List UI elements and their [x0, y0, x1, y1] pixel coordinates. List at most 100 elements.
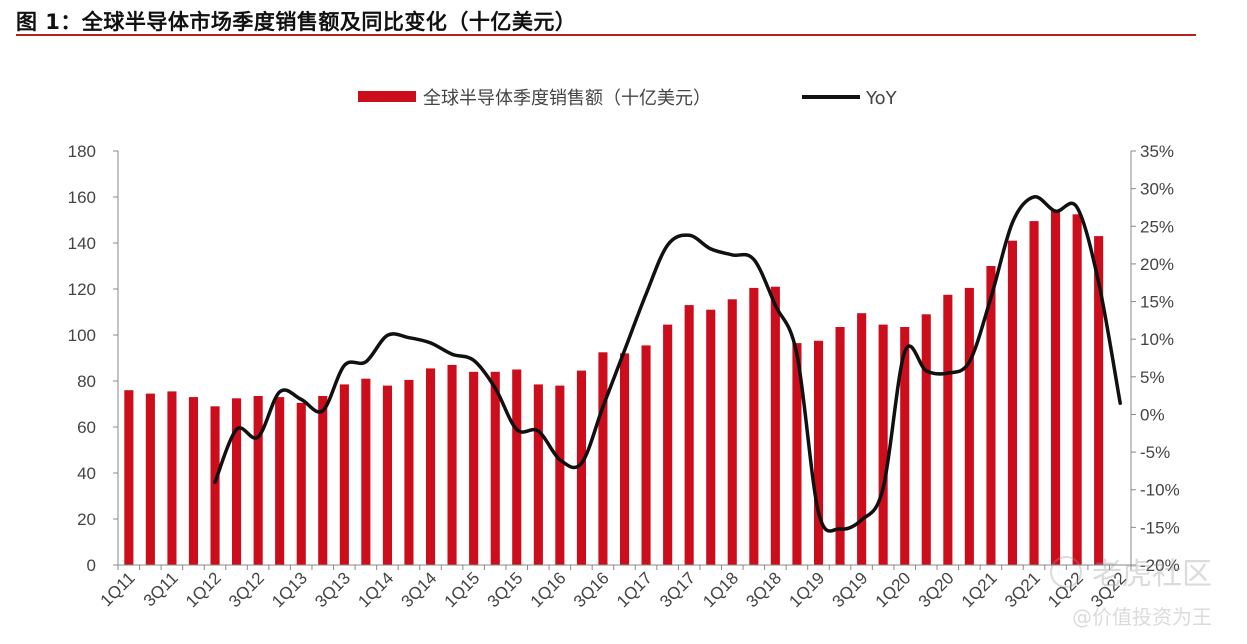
left-tick-label: 60 — [77, 418, 96, 437]
yoy-point — [450, 352, 454, 356]
left-tick-label: 120 — [68, 280, 96, 299]
x-tick-label: 1Q19 — [785, 568, 828, 611]
x-tick-label: 3Q15 — [484, 568, 527, 611]
left-tick-label: 100 — [68, 326, 96, 345]
yoy-point — [623, 349, 626, 352]
right-tick-label: -15% — [1140, 518, 1180, 537]
legend: 全球半导体季度销售额（十亿美元） YoY — [358, 88, 898, 109]
right-tick-label: 10% — [1140, 330, 1174, 349]
x-tick-label: 3Q20 — [915, 568, 958, 611]
title-divider — [16, 34, 1196, 36]
right-tick-label: 5% — [1140, 368, 1165, 387]
yoy-point — [967, 360, 971, 364]
bar — [145, 393, 155, 565]
bar — [576, 370, 586, 565]
left-tick-label: 40 — [77, 464, 96, 483]
legend-line-label: YoY — [865, 88, 898, 109]
x-tick-label: 3Q13 — [311, 568, 354, 611]
x-tick-label: 1Q20 — [872, 568, 915, 611]
yoy-point — [838, 527, 842, 531]
right-tick-label: -10% — [1140, 481, 1180, 500]
bar — [1094, 236, 1104, 565]
yoy-point — [795, 352, 799, 356]
watermark-brand: 老虎社区 — [1092, 557, 1212, 592]
bar — [555, 385, 565, 565]
bar — [167, 391, 177, 565]
right-tick-label: -20% — [1140, 556, 1180, 575]
bar — [1007, 240, 1017, 565]
watermark-author: @价值投资为王 — [1072, 605, 1212, 629]
bar — [986, 266, 996, 565]
bar — [900, 327, 910, 565]
bar — [426, 368, 436, 565]
bar — [210, 406, 220, 565]
yoy-point — [946, 371, 950, 375]
bar — [857, 313, 867, 565]
legend-bar-label: 全球半导体季度销售额（十亿美元） — [423, 88, 711, 109]
x-tick-label: 1Q12 — [182, 568, 225, 611]
bar — [792, 343, 802, 565]
yoy-point — [321, 409, 325, 413]
right-tick-label: 35% — [1140, 142, 1174, 161]
yoy-point — [1054, 209, 1058, 213]
yoy-point — [472, 358, 476, 362]
watermark-logo-icon — [1050, 556, 1082, 588]
right-tick-label: -5% — [1140, 443, 1170, 462]
yoy-point — [429, 341, 432, 345]
x-tick-label: 3Q16 — [570, 568, 613, 611]
bar — [727, 299, 737, 565]
right-tick-label: 20% — [1140, 255, 1174, 274]
yoy-point — [1118, 401, 1122, 405]
bar — [533, 384, 543, 565]
yoy-point — [256, 435, 260, 439]
bar — [382, 385, 392, 565]
x-tick-label: 3Q19 — [829, 568, 872, 611]
bar — [275, 397, 285, 565]
yoy-point — [579, 461, 583, 465]
figure-title: 图 1：全球半导体市场季度销售额及同比变化（十亿美元） — [16, 10, 577, 34]
yoy-point — [687, 233, 691, 237]
x-tick-label: 1Q14 — [354, 568, 397, 611]
yoy-point — [278, 390, 282, 394]
yoy-point — [773, 303, 777, 307]
yoy-point — [364, 360, 368, 364]
bar — [404, 379, 414, 565]
left-tick-label: 80 — [77, 372, 96, 391]
axes — [113, 150, 1136, 570]
right-tick-label: 0% — [1140, 405, 1165, 424]
bar — [318, 396, 328, 565]
bar — [512, 369, 522, 565]
x-axis-labels: 1Q11 3Q11 1Q12 3Q12 1Q13 3Q13 1Q14 3Q14 1Q15 3Q15… — [97, 568, 1130, 611]
yoy-point — [299, 397, 303, 401]
bar — [598, 352, 608, 566]
yoy-point — [989, 296, 993, 300]
bar — [770, 286, 780, 565]
left-tick-label: 160 — [68, 188, 96, 207]
bar — [339, 384, 349, 565]
yoy-point — [881, 486, 885, 490]
bar — [469, 371, 479, 565]
yoy-point — [385, 333, 389, 337]
x-tick-label: 1Q21 — [958, 568, 1001, 611]
yoy-point — [752, 257, 756, 261]
bar — [296, 402, 306, 565]
bar — [684, 305, 694, 565]
x-tick-label: 1Q17 — [613, 568, 656, 611]
yoy-point — [235, 428, 238, 431]
x-tick-label: 1Q15 — [441, 568, 484, 611]
bar — [620, 353, 630, 565]
yoy-point — [213, 480, 217, 484]
x-tick-label: 1Q16 — [527, 568, 570, 611]
yoy-point — [666, 243, 670, 247]
bar — [878, 324, 888, 565]
bar — [814, 340, 824, 566]
legend-bar-swatch — [358, 91, 416, 102]
right-tick-label: 30% — [1140, 180, 1174, 199]
x-tick-label: 3Q17 — [656, 568, 699, 611]
yoy-point — [903, 350, 907, 354]
left-tick-label: 180 — [68, 142, 96, 161]
bar — [641, 345, 651, 565]
x-tick-label: 1Q11 — [97, 568, 139, 610]
x-tick-label: 1Q18 — [699, 568, 742, 611]
